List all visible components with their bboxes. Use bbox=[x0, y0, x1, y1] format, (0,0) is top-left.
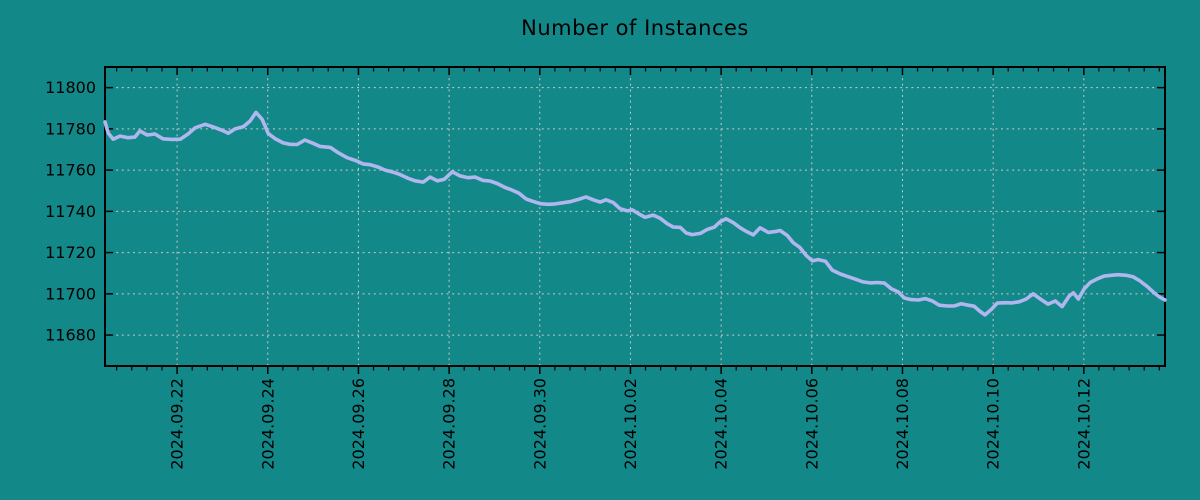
x-tick-label: 2024.10.06 bbox=[802, 378, 821, 470]
x-tick-label: 2024.09.30 bbox=[530, 378, 549, 470]
y-tick-label: 11800 bbox=[45, 78, 96, 97]
y-axis-labels: 11680 11700 11720 11740 11760 11780 11800 bbox=[45, 78, 96, 344]
y-tick-label: 11780 bbox=[45, 119, 96, 138]
chart-title: Number of Instances bbox=[521, 16, 749, 40]
gridlines bbox=[105, 67, 1165, 366]
y-tick-label: 11720 bbox=[45, 243, 96, 262]
y-tick-label: 11740 bbox=[45, 202, 96, 221]
x-tick-label: 2024.09.26 bbox=[349, 378, 368, 470]
x-tick-label: 2024.09.24 bbox=[258, 378, 277, 470]
x-tick-label: 2024.10.02 bbox=[621, 378, 640, 470]
x-tick-label: 2024.10.12 bbox=[1074, 378, 1093, 470]
x-tick-label: 2024.10.10 bbox=[984, 378, 1003, 470]
axis-ticks bbox=[105, 67, 1165, 374]
series-line bbox=[103, 110, 1167, 317]
x-tick-label: 2024.09.28 bbox=[440, 378, 459, 470]
x-tick-label: 2024.10.04 bbox=[712, 378, 731, 470]
x-axis-labels: 2024.09.22 2024.09.24 2024.09.26 2024.09.28… bbox=[168, 378, 1094, 470]
x-tick-label: 2024.09.22 bbox=[168, 378, 187, 470]
y-tick-label: 11680 bbox=[45, 326, 96, 345]
plot-frame bbox=[104, 66, 1166, 367]
y-tick-label: 11760 bbox=[45, 161, 96, 180]
y-tick-label: 11700 bbox=[45, 284, 96, 303]
x-tick-label: 2024.10.08 bbox=[893, 378, 912, 470]
